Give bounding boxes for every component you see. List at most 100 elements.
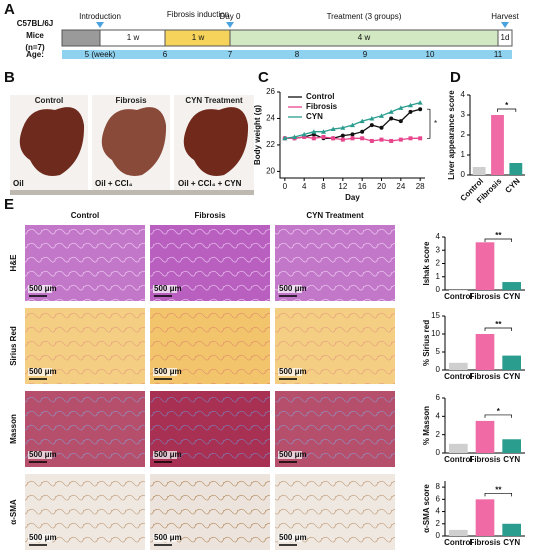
y-tick-label: 2 [461, 130, 466, 139]
significance-bracket [484, 327, 513, 331]
significance: ** [495, 485, 502, 494]
panel-letter: C [258, 69, 269, 86]
x-tick-label: CYN [503, 455, 520, 464]
y-tick-label: 2 [436, 519, 441, 528]
marker [321, 134, 326, 139]
column-header: Fibrosis [194, 211, 226, 220]
label: Day 0 [220, 12, 241, 21]
scale-bg [278, 451, 302, 459]
bar [502, 355, 521, 370]
bar [491, 115, 504, 175]
marker [350, 122, 355, 128]
marker [301, 131, 307, 137]
x-tick-label: 4 [302, 182, 307, 191]
age: 11 [494, 50, 503, 59]
scale-bg [153, 368, 177, 376]
y-tick-label: 3 [436, 245, 441, 254]
significance-bracket [427, 108, 431, 139]
y-tick-label: 4 [461, 90, 466, 99]
age-bar [62, 50, 512, 59]
y-tick-label: 1 [436, 272, 441, 281]
duration: 4 w [358, 33, 371, 42]
bar [502, 523, 521, 536]
bar [475, 242, 495, 290]
label: Introduction [79, 12, 121, 21]
age: 5 (week) [85, 50, 116, 59]
scale-bg [278, 285, 302, 293]
axes [279, 92, 425, 179]
column-header: CYN Treatment [306, 211, 364, 220]
y-tick-label: 2 [436, 259, 441, 268]
x-tick-label: 20 [377, 182, 386, 191]
y-axis-label: % Sirius red [422, 320, 431, 366]
x-tick-label: 24 [396, 182, 405, 191]
marker [379, 137, 384, 142]
treatment-label: Oil + CCl₄ + CYN [178, 179, 242, 188]
y-tick-label: 0 [436, 448, 441, 457]
marker [389, 138, 394, 143]
marker [340, 137, 345, 142]
significance: * [505, 101, 509, 110]
scale-bg [28, 368, 52, 376]
y-tick-label: 6 [436, 494, 441, 503]
scale-bg [278, 368, 302, 376]
scale-bar-label: 500 μm [279, 367, 307, 376]
x-tick-label: 28 [416, 182, 425, 191]
y-tick-label: 0 [436, 365, 441, 374]
panel-letter: D [450, 69, 461, 86]
scale-bar-label: 500 μm [154, 533, 182, 542]
row-label: Sirius Red [9, 326, 18, 366]
marker [418, 136, 423, 141]
marker [330, 126, 336, 132]
x-tick-label: 16 [358, 182, 367, 191]
scale-bar-label: 500 μm [279, 450, 307, 459]
marker [417, 100, 423, 105]
bar [509, 163, 523, 175]
scale-bg [28, 451, 52, 459]
y-axis-label: % Masson [422, 406, 431, 445]
y-tick-label: 26 [266, 87, 275, 96]
marker [389, 116, 394, 121]
scale-bar-label: 500 μm [279, 533, 307, 542]
x-tick-label: 12 [338, 182, 347, 191]
y-tick-label: 2 [436, 430, 441, 439]
label: C57BL/6J [17, 19, 53, 28]
x-tick-label: CYN [503, 176, 521, 194]
y-tick-label: 0 [436, 285, 441, 294]
liver [183, 107, 249, 176]
timeline-intro [61, 29, 101, 47]
liver [101, 107, 167, 176]
scale-bar-label: 500 μm [154, 367, 182, 376]
y-axis-label: Body weight (g) [253, 105, 262, 165]
y-tick-label: 3 [461, 110, 466, 119]
marker [398, 137, 403, 142]
marker [292, 134, 297, 139]
x-tick-label: CYN [503, 372, 520, 381]
age: 8 [295, 50, 300, 59]
scale-bar-label: 500 μm [279, 284, 307, 293]
scale-bg [153, 534, 177, 542]
y-tick-label: 4 [436, 232, 441, 241]
scale-bar-label: 500 μm [154, 284, 182, 293]
x-tick-label: 0 [283, 182, 288, 191]
age: 7 [228, 50, 233, 59]
bar [449, 529, 468, 536]
scale-bar-label: 500 μm [29, 533, 57, 542]
x-tick-label: CYN [503, 538, 520, 547]
x-tick-label: Control [444, 372, 472, 381]
age: 9 [363, 50, 368, 59]
y-tick-label: 0 [461, 170, 466, 179]
treatment-label: Oil + CCl₄ [95, 179, 133, 188]
treatment-label: Oil [13, 179, 24, 188]
marker [321, 129, 326, 134]
y-tick-label: 1 [461, 150, 466, 159]
marker [331, 136, 336, 141]
bar [475, 420, 495, 453]
x-tick-label: Control [444, 455, 472, 464]
y-tick-label: 8 [436, 482, 441, 491]
x-axis-label: Day [345, 193, 360, 202]
scale-bar-label: 500 μm [29, 450, 57, 459]
y-tick-label: 15 [431, 311, 440, 320]
liver-photos [10, 95, 254, 195]
